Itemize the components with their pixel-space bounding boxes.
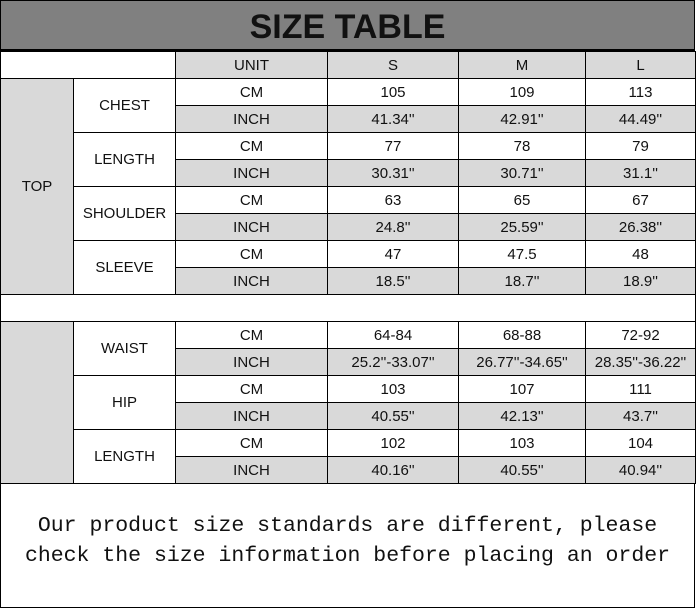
value-cell: 103 bbox=[458, 429, 586, 457]
unit-cell: CM bbox=[175, 132, 328, 160]
value-cell: 31.1'' bbox=[585, 159, 696, 187]
note-line-2: check the size information before placin… bbox=[24, 544, 671, 568]
page-title: SIZE TABLE bbox=[0, 0, 695, 51]
header-row: UNIT S M L bbox=[0, 51, 696, 79]
unit-cell: CM bbox=[175, 429, 328, 457]
unit-cell: CM bbox=[175, 375, 328, 403]
unit-cell: INCH bbox=[175, 267, 328, 295]
value-cell: 30.71'' bbox=[458, 159, 586, 187]
measure-label: SLEEVE bbox=[73, 240, 176, 295]
value-cell: 77 bbox=[327, 132, 459, 160]
value-cell: 78 bbox=[458, 132, 586, 160]
value-cell: 25.2''-33.07'' bbox=[327, 348, 459, 376]
measure-label: LENGTH bbox=[73, 132, 176, 187]
unit-cell: INCH bbox=[175, 159, 328, 187]
unit-cell: INCH bbox=[175, 402, 328, 430]
table-row: INCH 41.34'' 42.91'' 44.49'' bbox=[1, 105, 696, 133]
unit-cell: CM bbox=[175, 321, 328, 349]
value-cell: 40.16'' bbox=[327, 456, 459, 484]
note-line-1: Our product size standards are different… bbox=[37, 514, 658, 538]
measure-label: CHEST bbox=[73, 78, 176, 133]
table-row: SLEEVE CM 47 47.5 48 bbox=[1, 240, 696, 295]
value-cell: 28.35''-36.22'' bbox=[585, 348, 696, 376]
spacer-row bbox=[0, 294, 696, 322]
value-cell: 65 bbox=[458, 186, 586, 214]
value-cell: 18.9'' bbox=[585, 267, 696, 295]
unit-cell: INCH bbox=[175, 456, 328, 484]
value-cell: 44.49'' bbox=[585, 105, 696, 133]
header-size: M bbox=[458, 51, 586, 79]
value-cell: 26.77''-34.65'' bbox=[458, 348, 586, 376]
value-cell: 64-84 bbox=[327, 321, 459, 349]
value-cell: 30.31'' bbox=[327, 159, 459, 187]
unit-cell: CM bbox=[175, 186, 328, 214]
table-row: TOP CHEST CM 105 109 113 bbox=[0, 78, 696, 295]
value-cell: 104 bbox=[585, 429, 696, 457]
table-row: HIP CM 103 107 111 bbox=[1, 375, 696, 430]
measure-label: SHOULDER bbox=[73, 186, 176, 241]
value-cell: 40.55'' bbox=[458, 456, 586, 484]
unit-cell: CM bbox=[175, 240, 328, 268]
value-cell: 111 bbox=[585, 375, 696, 403]
spacer-cell bbox=[0, 294, 696, 322]
measure-label: LENGTH bbox=[73, 429, 176, 484]
value-cell: 68-88 bbox=[458, 321, 586, 349]
value-cell: 47.5 bbox=[458, 240, 586, 268]
value-cell: 105 bbox=[327, 78, 459, 106]
section-label: TOP bbox=[0, 78, 74, 295]
table-row: LENGTH CM 102 103 104 bbox=[1, 429, 696, 484]
value-cell: 113 bbox=[585, 78, 696, 106]
value-cell: 43.7'' bbox=[585, 402, 696, 430]
header-size: L bbox=[585, 51, 696, 79]
header-unit: UNIT bbox=[175, 51, 328, 79]
value-cell: 18.5'' bbox=[327, 267, 459, 295]
value-cell: 40.55'' bbox=[327, 402, 459, 430]
value-cell: 103 bbox=[327, 375, 459, 403]
value-cell: 40.94'' bbox=[585, 456, 696, 484]
value-cell: 102 bbox=[327, 429, 459, 457]
value-cell: 18.7'' bbox=[458, 267, 586, 295]
value-cell: 48 bbox=[585, 240, 696, 268]
value-cell: 24.8'' bbox=[327, 213, 459, 241]
value-cell: 67 bbox=[585, 186, 696, 214]
value-cell: 107 bbox=[458, 375, 586, 403]
table-row: INCH 40.55'' 42.13'' 43.7'' bbox=[1, 402, 696, 430]
size-table: UNIT S M L TOP CHEST CM 105 109 113 INCH 41.34'' 42.… bbox=[0, 51, 696, 484]
size-note: Our product size standards are different… bbox=[0, 484, 695, 608]
value-cell: 42.13'' bbox=[458, 402, 586, 430]
value-cell: 26.38'' bbox=[585, 213, 696, 241]
table-row: INCH 18.5'' 18.7'' 18.9'' bbox=[1, 267, 696, 295]
value-cell: 41.34'' bbox=[327, 105, 459, 133]
measure-label: HIP bbox=[73, 375, 176, 430]
unit-cell: INCH bbox=[175, 213, 328, 241]
value-cell: 42.91'' bbox=[458, 105, 586, 133]
unit-cell: INCH bbox=[175, 105, 328, 133]
value-cell: 109 bbox=[458, 78, 586, 106]
header-blank bbox=[0, 51, 176, 79]
header-size: S bbox=[327, 51, 459, 79]
section-label bbox=[0, 321, 74, 484]
table-row: INCH 24.8'' 25.59'' 26.38'' bbox=[1, 213, 696, 241]
unit-cell: CM bbox=[175, 78, 328, 106]
value-cell: 47 bbox=[327, 240, 459, 268]
measure-label: WAIST bbox=[73, 321, 176, 376]
value-cell: 63 bbox=[327, 186, 459, 214]
value-cell: 79 bbox=[585, 132, 696, 160]
table-row: SHOULDER CM 63 65 67 bbox=[1, 186, 696, 241]
table-row: INCH 30.31'' 30.71'' 31.1'' bbox=[1, 159, 696, 187]
table-row: WAIST CM 64-84 68-88 72-92 bbox=[0, 321, 696, 484]
value-cell: 72-92 bbox=[585, 321, 696, 349]
table-row: INCH 40.16'' 40.55'' 40.94'' bbox=[1, 456, 696, 484]
table-row: LENGTH CM 77 78 79 bbox=[1, 132, 696, 187]
value-cell: 25.59'' bbox=[458, 213, 586, 241]
unit-cell: INCH bbox=[175, 348, 328, 376]
